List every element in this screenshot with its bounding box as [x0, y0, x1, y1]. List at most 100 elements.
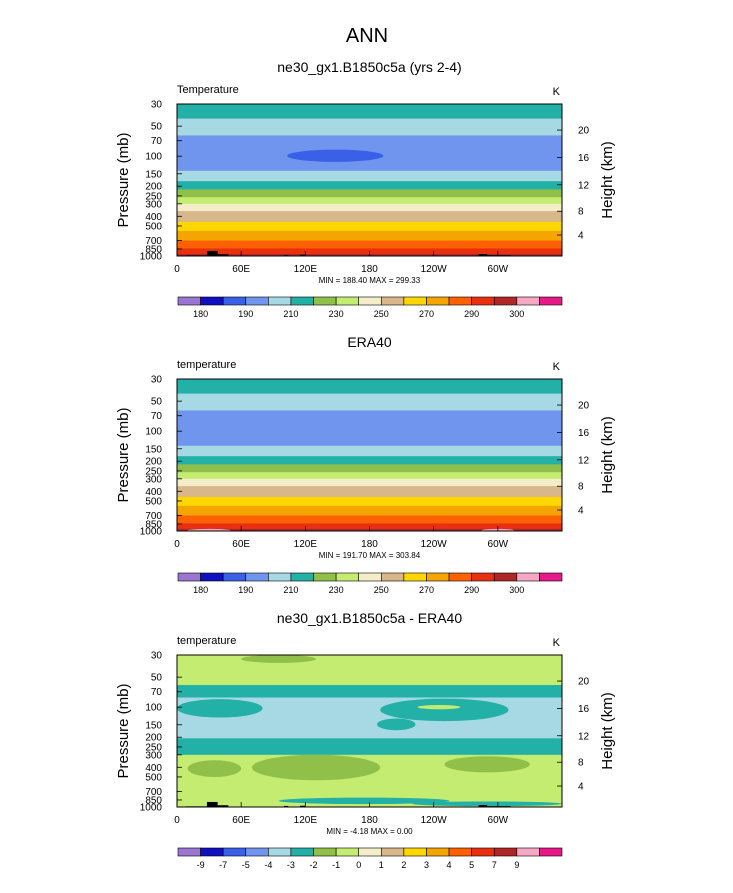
colorbar-label: -3	[287, 860, 295, 870]
pressure-tick-label: 150	[145, 169, 162, 180]
colorbar-swatch	[516, 296, 540, 306]
lon-tick-label: 120E	[294, 815, 318, 826]
colorbar-label: -1	[332, 860, 340, 870]
panel-title: ne30_gx1.B1850c5a - ERA40	[277, 610, 462, 626]
colorbar-swatch	[471, 296, 495, 306]
pressure-tick-label: 150	[145, 444, 162, 455]
colorbar-swatch	[290, 572, 314, 582]
y-axis-label: Pressure (mb)	[115, 407, 132, 502]
pressure-tick-label: 100	[145, 427, 162, 438]
land-mask	[283, 254, 289, 256]
colorbar-label: 2	[401, 860, 406, 870]
contour-feature	[412, 801, 562, 807]
contour-feature	[380, 698, 509, 722]
colorbar-label: 290	[464, 585, 479, 595]
colorbar-label: 190	[238, 585, 253, 595]
contour-band	[177, 472, 562, 480]
contour-band	[177, 104, 562, 120]
colorbar-swatch	[358, 296, 382, 306]
contour-band	[177, 478, 562, 487]
colorbar-swatch	[335, 296, 360, 306]
colorbar-label: 210	[283, 585, 298, 595]
pressure-tick-label: 850	[145, 244, 162, 255]
min-max-text: MIN = 188.40 MAX = 299.33	[319, 276, 421, 285]
colorbar-label: 9	[514, 860, 519, 870]
contour-band	[177, 515, 562, 524]
land-mask	[217, 254, 229, 256]
main-title: ANN	[346, 25, 388, 47]
colorbar-swatch	[200, 847, 224, 857]
colorbar-swatch	[471, 847, 495, 857]
pressure-tick-label: 1000	[140, 527, 163, 538]
land-mask	[478, 254, 488, 256]
lon-tick-label: 120E	[294, 264, 318, 275]
contour-band	[177, 197, 562, 205]
colorbar-swatch	[516, 847, 540, 857]
pressure-tick-label: 400	[145, 763, 162, 774]
contour-band	[177, 379, 562, 395]
height-tick-label: 8	[578, 207, 584, 218]
panel-title: ERA40	[347, 334, 392, 350]
contour-band	[177, 211, 562, 223]
contour-feature	[177, 699, 263, 718]
y-axis-right-label: Height (km)	[599, 692, 616, 770]
colorbar-swatch	[539, 572, 563, 582]
lon-tick-label: 0	[174, 815, 180, 826]
contour-band	[177, 170, 562, 182]
pressure-tick-label: 500	[145, 772, 162, 783]
colorbar-swatch	[426, 847, 450, 857]
lon-tick-label: 60W	[488, 264, 509, 275]
pressure-tick-label: 250	[145, 191, 162, 202]
colorbar-swatch	[403, 847, 427, 857]
pressure-tick-label: 300	[145, 474, 162, 485]
colorbar-label: -4	[264, 860, 272, 870]
contour-band	[177, 464, 562, 473]
contour-band	[177, 738, 562, 756]
colorbar-swatch	[380, 847, 405, 857]
colorbar-label: 1	[379, 860, 384, 870]
pressure-tick-label: 100	[145, 152, 162, 163]
colorbar-swatch	[380, 296, 405, 306]
colorbar-label: 210	[283, 309, 298, 319]
colorbar-swatch	[313, 296, 337, 306]
contour-feature	[376, 718, 416, 731]
pressure-tick-label: 200	[145, 457, 162, 468]
lon-tick-label: 180	[361, 539, 378, 550]
field-label: temperature	[177, 359, 236, 371]
colorbar-swatch	[200, 296, 224, 306]
y-axis-right-label: Height (km)	[599, 416, 616, 494]
colorbar-swatch	[380, 572, 405, 582]
colorbar-label: 4	[447, 860, 452, 870]
contour-feature	[251, 754, 381, 781]
panels: ne30_gx1.B1850c5a (yrs 2-4) Temperature K 3…	[115, 59, 616, 870]
land-mask	[206, 250, 218, 256]
land-mask	[299, 254, 306, 256]
contour-band	[177, 410, 562, 447]
contour-band	[177, 240, 562, 249]
colorbar-label: 180	[193, 309, 208, 319]
panel-title: ne30_gx1.B1850c5a (yrs 2-4)	[277, 59, 461, 75]
pressure-tick-label: 30	[151, 375, 163, 386]
contour-band	[177, 203, 562, 212]
pressure-tick-label: 1000	[140, 803, 163, 814]
pressure-tick-label: 30	[151, 100, 163, 111]
colorbar-swatch	[268, 296, 292, 306]
pressure-tick-label: 150	[145, 720, 162, 731]
height-tick-label: 12	[578, 180, 590, 191]
contour-band	[177, 221, 562, 232]
height-tick-label: 20	[578, 126, 590, 137]
colorbar-swatch	[493, 296, 518, 306]
unit-label: K	[553, 637, 561, 649]
colorbar-swatch	[448, 847, 472, 857]
lon-tick-label: 60W	[488, 539, 509, 550]
pressure-tick-label: 400	[145, 212, 162, 223]
colorbar-label: 190	[238, 309, 253, 319]
colorbar-swatch	[245, 572, 269, 582]
colorbar-label: 5	[469, 860, 474, 870]
pressure-tick-label: 100	[145, 703, 162, 714]
contour-band	[177, 486, 562, 498]
unit-label: K	[553, 361, 561, 373]
colorbar-label: 7	[492, 860, 497, 870]
